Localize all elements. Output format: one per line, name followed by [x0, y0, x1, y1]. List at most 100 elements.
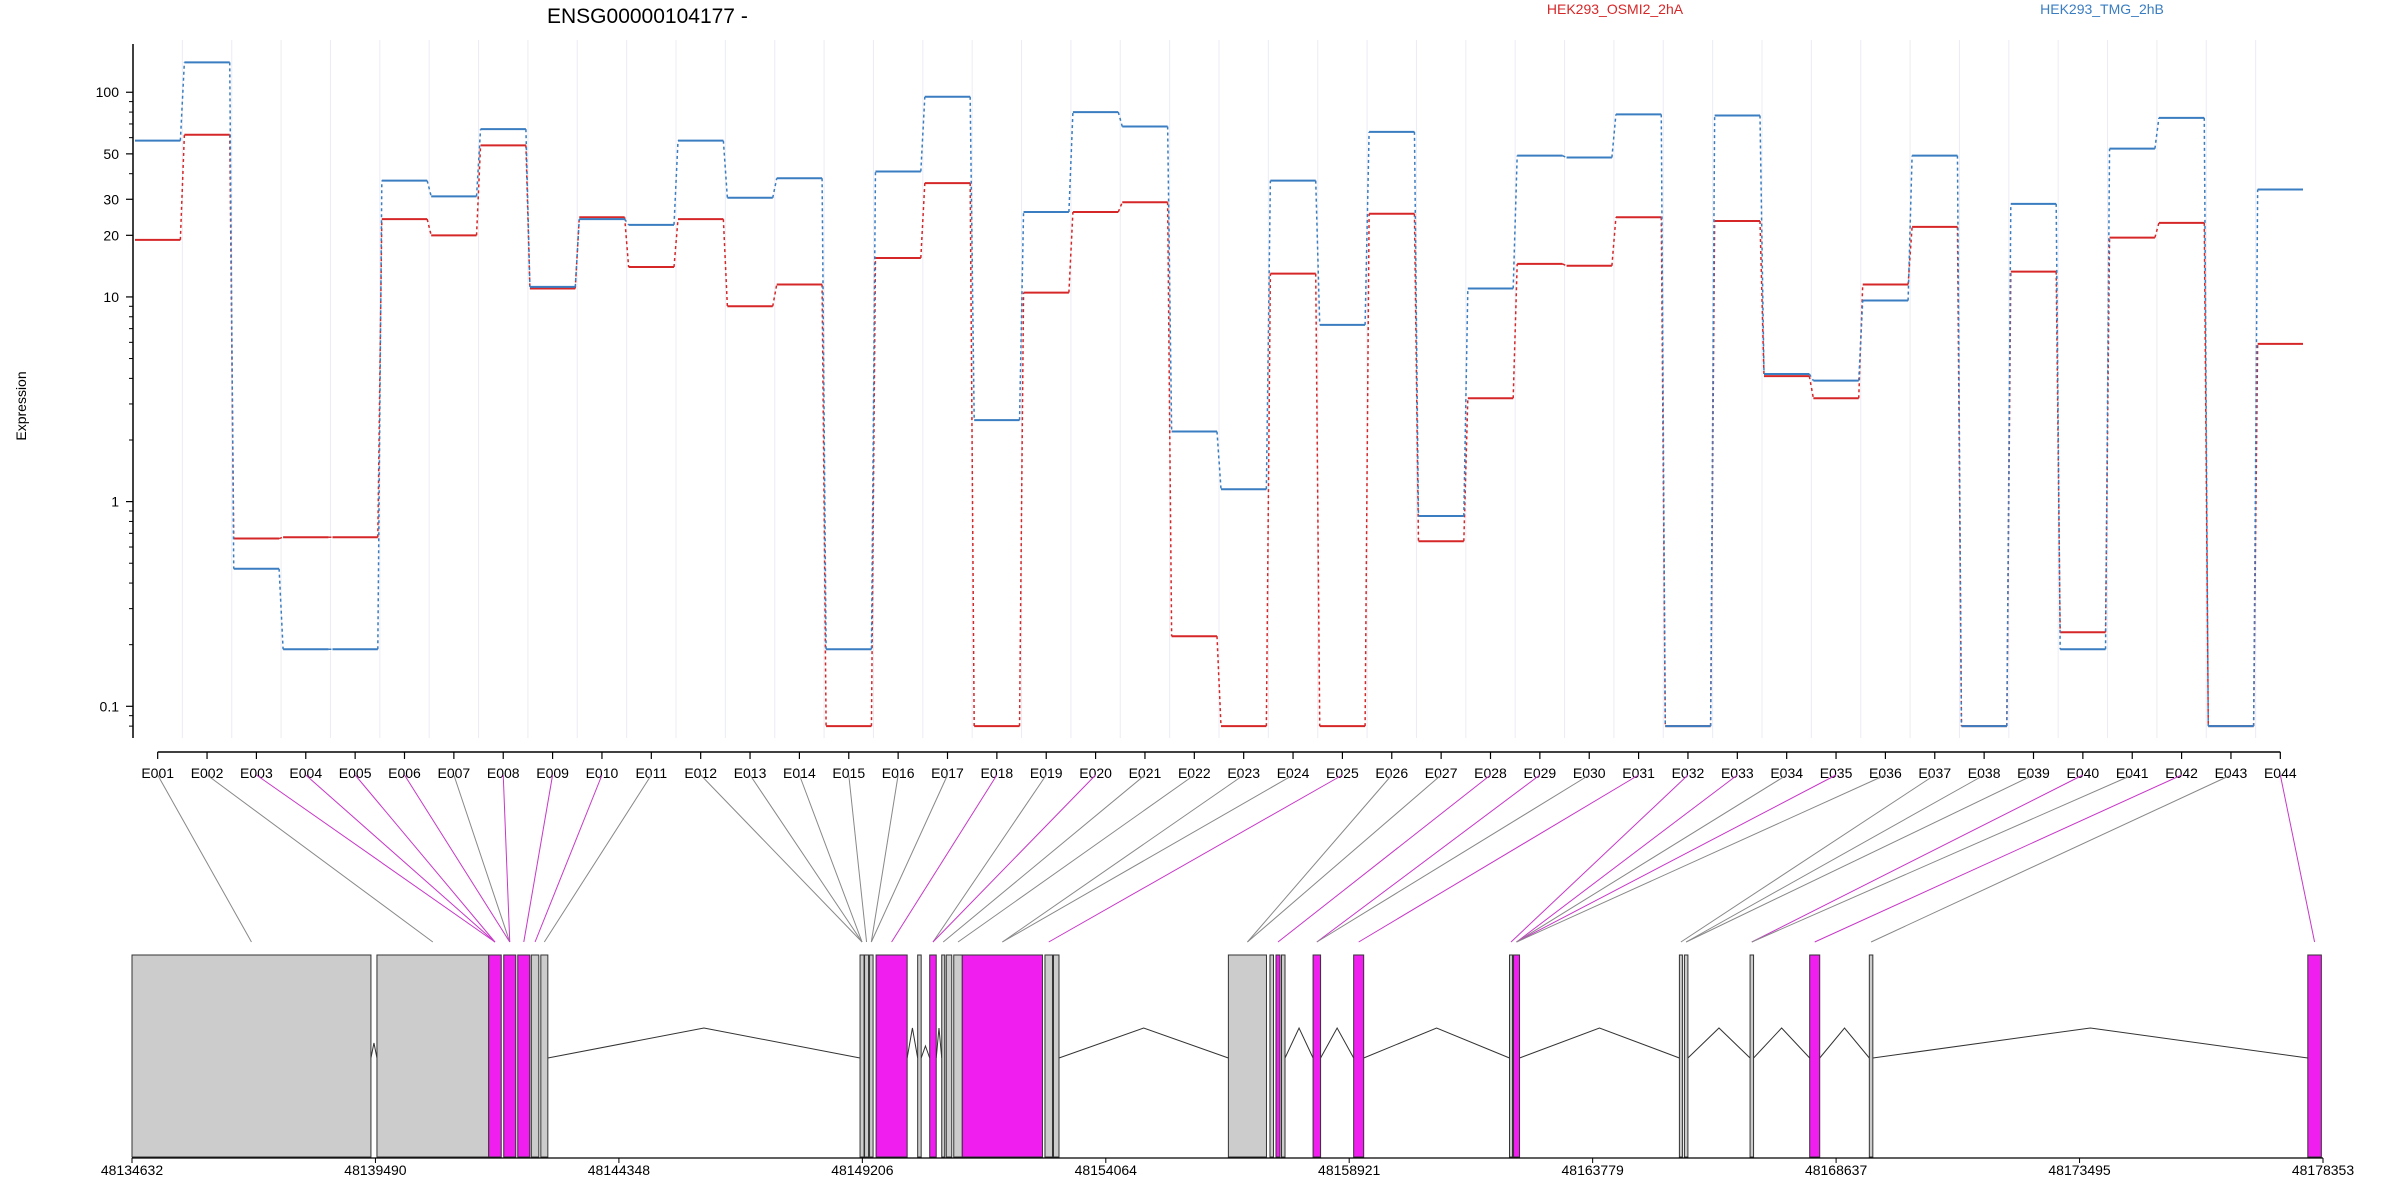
intron-line: [906, 1027, 919, 1059]
exon-box: [1280, 954, 1286, 1158]
expression-connector: [377, 219, 383, 538]
exon-mapping-line: [942, 774, 1146, 943]
genome-tick-label: 48154064: [1075, 1162, 1138, 1178]
x-tick-label: E022: [1178, 765, 1211, 781]
expression-connector: [1166, 202, 1173, 637]
y-tick-label: 30: [103, 191, 119, 207]
exon-mapping-line: [256, 774, 496, 943]
exon-box: [1312, 954, 1322, 1158]
y-tick-label: 1: [111, 494, 119, 510]
y-tick-label: 10: [103, 289, 119, 305]
expression-connector: [179, 62, 186, 141]
exon-box: [941, 954, 946, 1158]
intron-line: [920, 1044, 931, 1059]
x-tick-label: E033: [1721, 765, 1754, 781]
exon-box: [917, 954, 922, 1158]
exon-mapping-line: [1751, 774, 2084, 943]
exon-mapping-line: [749, 774, 863, 943]
x-tick-label: E025: [1326, 765, 1359, 781]
exon-box: [1275, 954, 1281, 1158]
x-tick-label: E036: [1869, 765, 1902, 781]
expression-connector: [1808, 376, 1815, 399]
expression-connector: [624, 218, 630, 226]
exon-box: [540, 954, 549, 1158]
y-tick-label: 50: [103, 146, 119, 162]
genome-tick-label: 48139490: [344, 1162, 407, 1178]
x-tick-label: E044: [2264, 765, 2297, 781]
exon-box: [929, 954, 937, 1158]
exon-box: [1509, 954, 1514, 1158]
exon-mapping-line: [2279, 774, 2316, 943]
x-tick-label: E010: [586, 765, 619, 781]
x-tick-label: E032: [1672, 765, 1705, 781]
exon-box: [1044, 954, 1053, 1158]
exon-mapping-line: [206, 774, 434, 943]
exon-mapping-line: [1247, 774, 1393, 943]
exon-mapping-line: [453, 774, 511, 943]
exon-mapping-line: [523, 774, 554, 943]
x-tick-label: E031: [1622, 765, 1655, 781]
expression-connector: [1759, 220, 1765, 377]
exon-box: [131, 954, 372, 1158]
x-tick-label: E023: [1227, 765, 1260, 781]
x-tick-label: E040: [2067, 765, 2100, 781]
x-tick-label: E008: [487, 765, 520, 781]
expression-connector: [673, 140, 679, 225]
x-tick-label: E006: [388, 765, 421, 781]
expression-connector: [1907, 226, 1913, 285]
expression-connector: [1611, 114, 1617, 158]
expression-connector: [1956, 155, 1963, 727]
x-tick-label: E039: [2017, 765, 2050, 781]
x-tick-label: E011: [635, 765, 667, 781]
expression-connector: [1117, 202, 1123, 213]
genome-tick-label: 48144348: [588, 1162, 651, 1178]
genome-tick-label: 48149206: [831, 1162, 894, 1178]
series-tmg: [135, 61, 2303, 728]
expression-connector: [870, 171, 877, 650]
x-tick-label: E041: [2116, 765, 2149, 781]
exon-mapping-line: [1751, 774, 2133, 943]
expression-connector: [1808, 373, 1815, 382]
expression-connector: [278, 568, 284, 650]
expression-connector: [722, 219, 729, 307]
exon-mapping-line: [404, 774, 511, 943]
x-tick-label: E030: [1573, 765, 1606, 781]
intron-line: [935, 1027, 943, 1059]
genome-tick-label: 48178353: [2292, 1162, 2355, 1178]
exon-box: [1749, 954, 1755, 1158]
x-tick-label: E021: [1129, 765, 1162, 781]
expression-connector: [525, 129, 531, 287]
y-tick-label: 100: [96, 84, 120, 100]
exon-box: [1052, 954, 1060, 1158]
expression-connector: [377, 180, 383, 650]
exon-box: [503, 954, 517, 1158]
exon-mapping-line: [543, 774, 652, 943]
x-tick-label: E017: [931, 765, 964, 781]
exon-mapping-line: [1048, 774, 1343, 943]
exon-box: [869, 954, 874, 1158]
exon-box: [875, 954, 908, 1158]
exon-box: [1683, 954, 1689, 1158]
x-tick-label: E038: [1968, 765, 2001, 781]
exon-box: [859, 954, 865, 1158]
exon-mapping-line: [354, 774, 496, 943]
exon-mapping-line: [932, 774, 1047, 943]
exon-mapping-line: [534, 774, 603, 943]
exon-mapping-line: [957, 774, 1195, 943]
intron-line: [1687, 1027, 1751, 1059]
x-tick-label: E037: [1918, 765, 1951, 781]
legend-entry-osmi2: HEK293_OSMI2_2hA: [1547, 1, 1684, 17]
exon-mapping-line: [1510, 774, 1689, 943]
expression-connector: [1562, 154, 1567, 159]
expression-connector: [623, 217, 630, 268]
expression-connector: [1463, 288, 1469, 517]
intron-line: [1872, 1027, 2308, 1059]
x-tick-label: E012: [684, 765, 717, 781]
exon-box: [961, 954, 1043, 1158]
x-tick-label: E027: [1425, 765, 1458, 781]
x-tick-label: E029: [1524, 765, 1557, 781]
expression-connector: [426, 218, 432, 236]
x-tick-label: E035: [1820, 765, 1853, 781]
exon-mapping-line: [870, 774, 948, 943]
